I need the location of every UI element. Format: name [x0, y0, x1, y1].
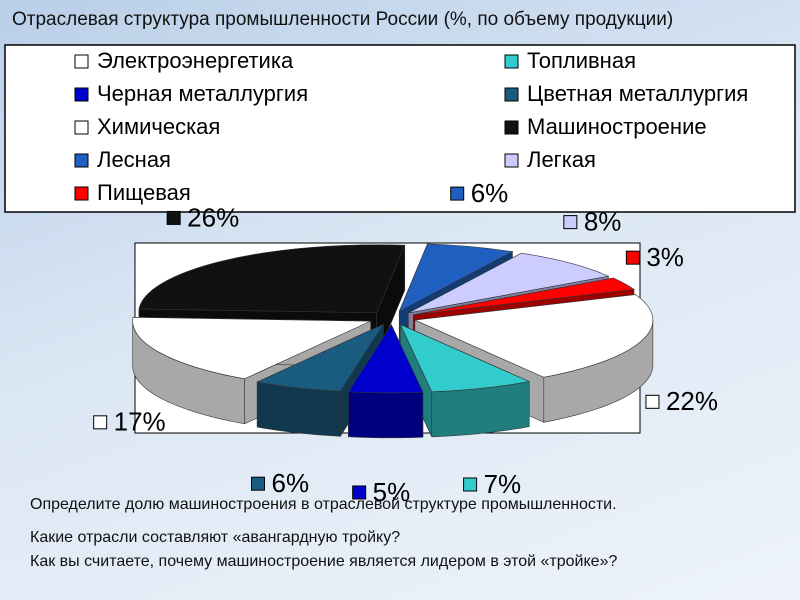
legend-label: Машиностроение [527, 114, 707, 139]
slice-side [348, 391, 424, 439]
data-label: 26% [187, 202, 239, 232]
legend-label: Черная металлургия [97, 81, 308, 106]
legend-label: Легкая [527, 147, 596, 172]
question-line: Какие отрасли составляют «авангардную тр… [30, 529, 400, 546]
label-marker [93, 415, 108, 430]
data-label: 6% [471, 178, 509, 208]
legend-marker [74, 54, 89, 69]
label-marker [450, 186, 465, 201]
slice-top [399, 323, 531, 393]
slice-top [256, 323, 385, 392]
legend-label: Топливная [527, 48, 636, 73]
label-marker [463, 477, 478, 492]
legend-marker [504, 153, 519, 168]
legend-label: Пищевая [97, 180, 191, 205]
slice [256, 323, 385, 438]
legend-box [4, 44, 796, 213]
slice-top [132, 317, 371, 380]
slice-top [413, 277, 635, 316]
legend-label: Лесная [97, 147, 171, 172]
slice-top [413, 294, 654, 378]
data-label: 7% [484, 469, 522, 499]
legend-marker [504, 120, 519, 135]
legend-marker [504, 54, 519, 69]
slice [347, 323, 424, 439]
slice-top [138, 244, 406, 314]
slice [399, 323, 531, 438]
legend-marker [74, 186, 89, 201]
slice-top [398, 243, 514, 313]
data-label: 8% [584, 206, 622, 236]
label-marker [352, 485, 367, 500]
legend-marker [74, 120, 89, 135]
data-label: 5% [373, 477, 411, 507]
legend-label: Цветная металлургия [527, 81, 748, 106]
legend-marker [504, 87, 519, 102]
slice-top [347, 324, 424, 394]
label-marker [625, 250, 640, 265]
legend-marker [74, 153, 89, 168]
label-marker [563, 215, 578, 230]
data-label: 3% [646, 242, 684, 272]
chart-title: Отраслевая структура промышленности Росс… [12, 9, 673, 30]
label-marker [645, 394, 660, 409]
question: Определите долю машиностроения в отрасле… [30, 496, 617, 513]
legend-label: Химическая [97, 114, 220, 139]
label-marker [166, 210, 181, 225]
label-marker [251, 476, 266, 491]
data-label: 17% [114, 407, 166, 437]
question-line: Как вы считаете, почему машиностроение я… [30, 553, 617, 570]
data-label: 6% [272, 468, 310, 498]
legend-label: Электроэнергетика [97, 48, 294, 73]
legend-marker [74, 87, 89, 102]
slice-top [408, 252, 610, 314]
data-label: 22% [666, 386, 718, 416]
